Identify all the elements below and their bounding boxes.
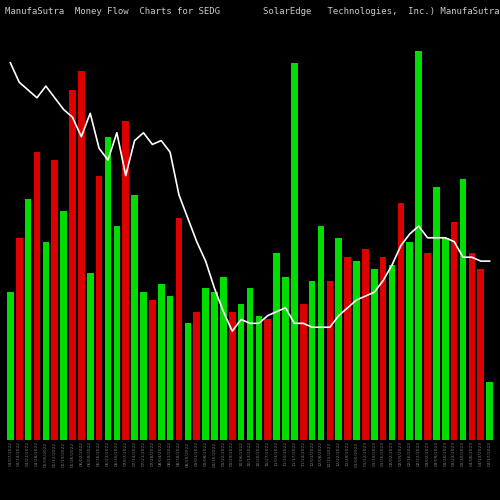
Bar — [16, 238, 22, 440]
Bar — [7, 292, 14, 440]
Bar — [433, 187, 440, 440]
Bar — [87, 273, 94, 440]
Bar — [371, 269, 378, 440]
Bar — [416, 51, 422, 440]
Bar — [149, 300, 156, 440]
Bar — [229, 312, 235, 440]
Bar — [353, 261, 360, 440]
Bar — [194, 312, 200, 440]
Bar — [344, 257, 351, 440]
Bar — [336, 238, 342, 440]
Bar — [167, 296, 173, 440]
Bar — [274, 254, 280, 440]
Bar — [326, 280, 333, 440]
Bar — [486, 382, 493, 440]
Bar — [238, 304, 244, 440]
Bar — [264, 320, 271, 440]
Bar — [176, 218, 182, 440]
Bar — [34, 152, 40, 440]
Bar — [132, 195, 138, 440]
Bar — [451, 222, 458, 440]
Bar — [211, 292, 218, 440]
Bar — [318, 226, 324, 440]
Bar — [60, 210, 67, 440]
Bar — [388, 265, 396, 440]
Bar — [478, 269, 484, 440]
Bar — [398, 203, 404, 440]
Bar — [380, 257, 386, 440]
Bar — [291, 63, 298, 440]
Bar — [460, 180, 466, 440]
Bar — [96, 176, 102, 440]
Bar — [69, 90, 76, 440]
Bar — [158, 284, 164, 440]
Bar — [122, 121, 129, 440]
Bar — [52, 160, 58, 440]
Bar — [406, 242, 413, 440]
Bar — [78, 70, 84, 440]
Bar — [220, 276, 226, 440]
Bar — [424, 254, 431, 440]
Bar — [114, 226, 120, 440]
Bar — [468, 254, 475, 440]
Bar — [246, 288, 254, 440]
Bar — [309, 280, 316, 440]
Bar — [202, 288, 209, 440]
Bar — [282, 276, 289, 440]
Bar — [442, 238, 448, 440]
Bar — [256, 316, 262, 440]
Bar — [104, 136, 112, 440]
Bar — [25, 199, 32, 440]
Bar — [300, 304, 306, 440]
Bar — [140, 292, 147, 440]
Bar — [184, 324, 191, 440]
Bar — [42, 242, 49, 440]
Bar — [362, 250, 368, 440]
Text: ManufaSutra  Money Flow  Charts for SEDG        SolarEdge   Technologies,  Inc.): ManufaSutra Money Flow Charts for SEDG S… — [5, 8, 500, 16]
